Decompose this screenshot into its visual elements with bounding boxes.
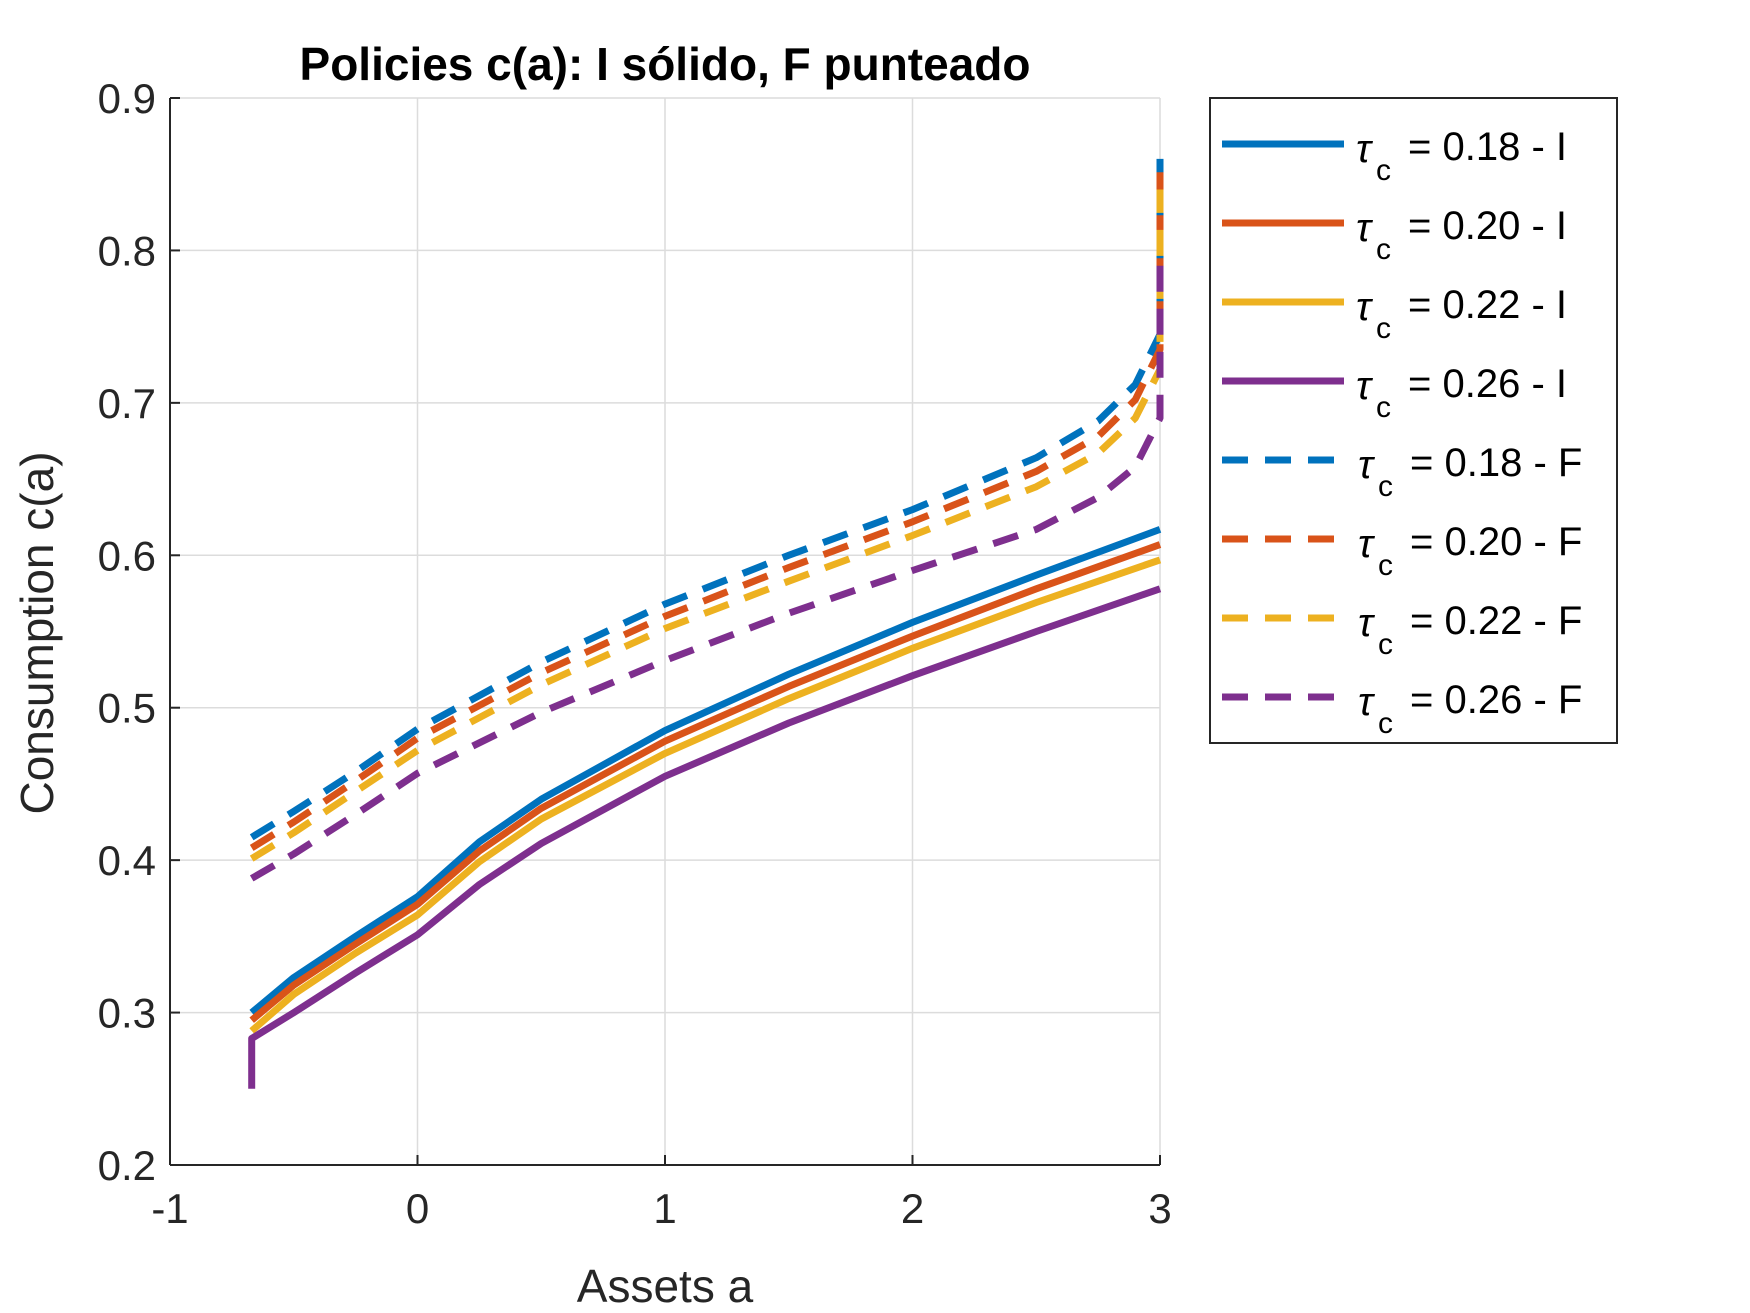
- x-tick-label: 0: [406, 1185, 429, 1232]
- series-line-1: [249, 526, 1162, 1016]
- y-tick-label: 0.5: [98, 685, 156, 732]
- legend-symbol: τ: [1358, 680, 1376, 724]
- x-tick-label: 2: [901, 1185, 924, 1232]
- legend-subscript: c: [1378, 470, 1393, 503]
- legend-label-2: = 0.20 - I: [1408, 204, 1567, 248]
- axes-layer: -1 0 1 2 3 0.2 0.3 0.4 0.5 0.6 0.7 0.8 0.9: [98, 75, 1172, 1232]
- x-axis-title: Assets a: [577, 1260, 754, 1312]
- legend-symbol: τ: [1356, 364, 1374, 408]
- y-tick-label: 0.4: [98, 837, 156, 884]
- y-tick-label: 0.8: [98, 227, 156, 274]
- legend-label-7: = 0.22 - F: [1410, 599, 1582, 643]
- legend-label-5: = 0.18 - F: [1410, 441, 1582, 485]
- legend-symbol: τ: [1358, 443, 1376, 487]
- series-line-6: [249, 166, 1164, 851]
- y-tick-label: 0.2: [98, 1142, 156, 1189]
- legend-label-1: = 0.18 - I: [1408, 125, 1567, 169]
- legend-symbol: τ: [1356, 127, 1374, 171]
- legend-label-4: = 0.26 - I: [1408, 362, 1567, 406]
- series-line-8: [249, 250, 1164, 882]
- legend-subscript: c: [1376, 312, 1391, 345]
- legend-label-6: = 0.20 - F: [1410, 520, 1582, 564]
- legend: τ c= 0.18 - Iτ c= 0.20 - Iτ c= 0.22 - Iτ c= …: [1209, 97, 1618, 744]
- series-line-5: [249, 151, 1164, 841]
- x-tick-label: 1: [653, 1185, 676, 1232]
- y-tick-label: 0.6: [98, 532, 156, 579]
- y-tick-label: 0.7: [98, 380, 156, 427]
- series-layer: [248, 151, 1164, 1089]
- legend-symbol: τ: [1356, 285, 1374, 329]
- chart-title: Policies c(a): I sólido, F punteado: [300, 38, 1031, 90]
- grid-layer: [169, 97, 1161, 1166]
- legend-subscript: c: [1378, 707, 1393, 740]
- legend-symbol: τ: [1358, 522, 1376, 566]
- legend-box: [1209, 97, 1618, 744]
- legend-label-8: = 0.26 - F: [1410, 678, 1582, 722]
- x-tick-label: -1: [151, 1185, 188, 1232]
- legend-subscript: c: [1376, 391, 1391, 424]
- y-tick-label: 0.9: [98, 75, 156, 122]
- legend-subscript: c: [1378, 549, 1393, 582]
- legend-symbol: τ: [1358, 601, 1376, 645]
- legend-subscript: c: [1376, 154, 1391, 187]
- series-line-2: [249, 541, 1162, 1023]
- legend-subscript: c: [1378, 628, 1393, 661]
- y-tick-label: 0.3: [98, 990, 156, 1037]
- y-axis-title: Consumption c(a): [11, 451, 63, 814]
- series-line-7: [249, 189, 1164, 862]
- series-line-3: [249, 556, 1162, 1034]
- legend-subscript: c: [1376, 233, 1391, 266]
- legend-symbol: τ: [1356, 206, 1374, 250]
- legend-label-3: = 0.22 - I: [1408, 283, 1567, 327]
- series-line-4: [248, 585, 1162, 1089]
- x-tick-label: 3: [1148, 1185, 1171, 1232]
